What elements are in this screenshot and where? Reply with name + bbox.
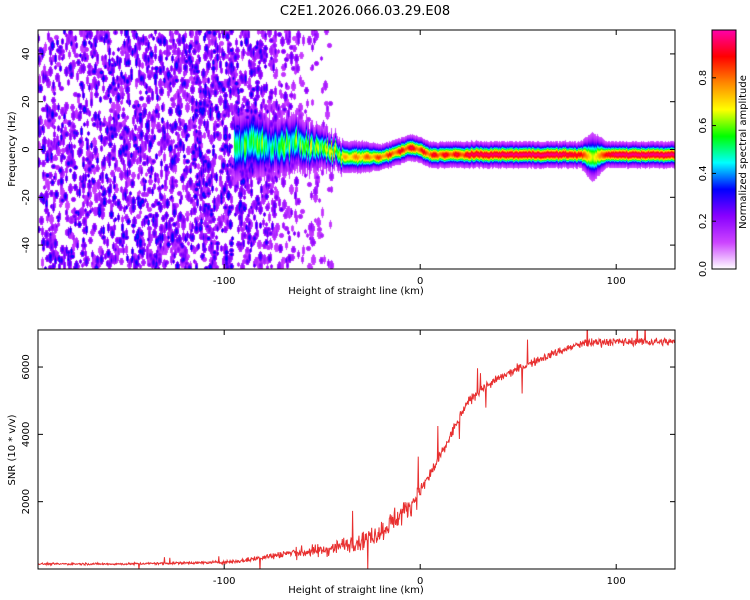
snr-y-axis-label: SNR (10 * v/v) (7, 414, 18, 485)
colorbar-tick-label: 0.4 (698, 165, 709, 181)
snr-x-tick-label: 100 (607, 576, 626, 587)
snr-y-ticks: 2000 4000 6000 (21, 354, 675, 514)
spectrogram-x-tick-label: 100 (607, 276, 626, 287)
spectrogram-panel: -100 0 100 -40 -20 0 20 40 Height of straight … (7, 29, 676, 297)
snr-frame (37, 329, 676, 570)
colorbar-frame (711, 29, 737, 270)
spectrogram-y-tick-label: 40 (21, 48, 32, 61)
snr-panel: -100 0 100 2000 4000 6000 Height of straight… (7, 329, 676, 596)
colorbar-gradient (712, 30, 736, 269)
snr-x-axis-label: Height of straight line (km) (288, 585, 424, 596)
spectrogram-x-ticks: -100 0 100 (213, 30, 626, 287)
spectrogram-x-tick-label: -100 (213, 276, 236, 287)
spectrogram-x-tick-label: 0 (417, 276, 423, 287)
spectrogram-x-axis-label: Height of straight line (km) (288, 286, 424, 297)
colorbar: 0.0 0.2 0.4 0.6 0.8 Normalized spectral ampl… (698, 29, 749, 277)
colorbar-tick-label: 0.0 (698, 261, 709, 277)
spectrogram-image (38, 30, 675, 269)
spectrogram-y-ticks: -40 -20 0 20 40 (21, 48, 675, 253)
spectrogram-y-axis-label: Frequency (Hz) (7, 111, 18, 187)
snr-series-line (38, 330, 675, 569)
snr-x-tick-label: -100 (213, 576, 236, 587)
snr-y-tick-label: 2000 (21, 489, 32, 514)
snr-x-ticks: -100 0 100 (213, 330, 626, 587)
colorbar-tick-label: 0.6 (698, 118, 709, 134)
colorbar-tick-label: 0.8 (698, 70, 709, 86)
spectrogram-y-tick-label: 20 (21, 95, 32, 108)
snr-y-tick-label: 6000 (21, 354, 32, 379)
spectrogram-y-tick-label: -40 (21, 237, 32, 253)
colorbar-tick-label: 0.2 (698, 213, 709, 229)
figure-title: C2E1.2026.066.03.29.E08 (280, 4, 450, 19)
colorbar-ticks: 0.0 0.2 0.4 0.6 0.8 (698, 70, 716, 277)
colorbar-label: Normalized spectral amplitude (738, 75, 749, 229)
snr-y-tick-label: 4000 (21, 422, 32, 447)
spectrogram-y-tick-label: -20 (21, 189, 32, 205)
spectrogram-y-tick-label: 0 (21, 146, 32, 152)
snr-x-tick-label: 0 (417, 576, 423, 587)
